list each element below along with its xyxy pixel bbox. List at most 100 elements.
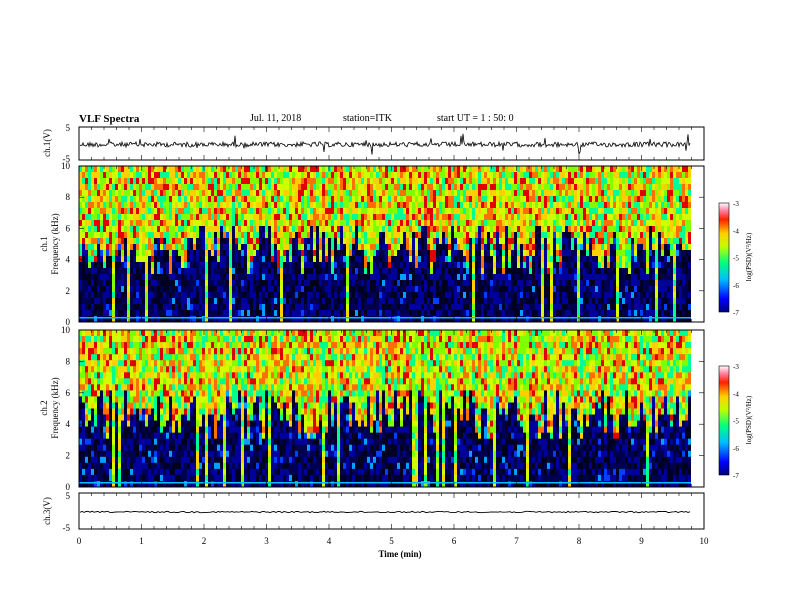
spectrogram-cell bbox=[181, 226, 185, 233]
spectrogram-cell bbox=[502, 202, 506, 209]
spectrogram-cell bbox=[346, 304, 350, 311]
spectrogram-cell bbox=[439, 226, 443, 233]
spectrogram-cell bbox=[346, 292, 350, 299]
spectrogram-cell bbox=[88, 244, 92, 251]
spectrogram-cell bbox=[178, 286, 182, 293]
spectrogram-cell bbox=[544, 316, 548, 323]
spectrogram-cell bbox=[100, 184, 104, 191]
spectrogram-cell bbox=[586, 298, 590, 305]
spectrogram-cell bbox=[331, 274, 335, 281]
spectrogram-cell bbox=[502, 232, 506, 239]
spectrogram-cell bbox=[472, 262, 476, 269]
spectrogram-cell bbox=[226, 256, 230, 263]
spectrogram-cell bbox=[472, 190, 476, 197]
spectrogram-cell bbox=[550, 256, 554, 263]
spectrogram-cell bbox=[97, 292, 101, 299]
spectrogram-cell bbox=[328, 202, 332, 209]
spectrogram-cell bbox=[328, 286, 332, 293]
spectrogram-cell bbox=[190, 250, 194, 257]
spectrogram-cell bbox=[109, 286, 113, 293]
spectrogram-cell bbox=[436, 214, 440, 221]
spectrogram-cell bbox=[580, 232, 584, 239]
spectrogram-cell bbox=[457, 256, 461, 263]
spectrogram-cell bbox=[406, 172, 410, 179]
spectrogram-cell bbox=[145, 244, 149, 251]
spectrogram-cell bbox=[157, 184, 161, 191]
spectrogram-cell bbox=[283, 226, 287, 233]
spectrogram-cell bbox=[364, 316, 368, 323]
spectrogram-cell bbox=[265, 268, 269, 275]
spectrogram-cell bbox=[229, 178, 233, 185]
spectrogram-cell bbox=[307, 316, 311, 323]
spectrogram-cell bbox=[304, 280, 308, 287]
spectrogram-cell bbox=[355, 262, 359, 269]
spectrogram-cell bbox=[337, 250, 341, 257]
spectrogram-cell bbox=[361, 298, 365, 305]
spectrogram-cell bbox=[355, 274, 359, 281]
spectrogram-cell bbox=[196, 178, 200, 185]
spectrogram-cell bbox=[622, 316, 626, 323]
spectrogram-cell bbox=[289, 304, 293, 311]
spectrogram-cell bbox=[145, 298, 149, 305]
spectrogram-cell bbox=[157, 274, 161, 281]
spectrogram-cell bbox=[370, 178, 374, 185]
spectrogram-cell bbox=[253, 292, 257, 299]
spectrogram-cell bbox=[343, 268, 347, 275]
spectrogram-cell bbox=[187, 304, 191, 311]
spectrogram-cell bbox=[184, 190, 188, 197]
spectrogram-cell bbox=[499, 172, 503, 179]
spectrogram-cell bbox=[202, 250, 206, 257]
spectrogram-cell bbox=[442, 280, 446, 287]
spectrogram-cell bbox=[94, 226, 98, 233]
spectrogram-cell bbox=[421, 208, 425, 215]
spectrogram-cell bbox=[577, 232, 581, 239]
spectrogram-cell bbox=[637, 184, 641, 191]
spectrogram-cell bbox=[511, 256, 515, 263]
spectrogram-cell bbox=[322, 286, 326, 293]
spectrogram-cell bbox=[88, 310, 92, 317]
spectrogram-cell bbox=[385, 298, 389, 305]
spectrogram-cell bbox=[193, 292, 197, 299]
spectrogram-cell bbox=[358, 214, 362, 221]
spectrogram-cell bbox=[604, 292, 608, 299]
spectrogram-cell bbox=[397, 178, 401, 185]
spectrogram-cell bbox=[223, 172, 227, 179]
spectrogram-cell bbox=[511, 220, 515, 227]
spectrogram-cell bbox=[445, 208, 449, 215]
spectrogram-cell bbox=[592, 226, 596, 233]
spectrogram-cell bbox=[628, 280, 632, 287]
spectrogram-cell bbox=[124, 274, 128, 281]
spectrogram-cell bbox=[82, 196, 86, 203]
spectrogram-cell bbox=[616, 310, 620, 317]
spectrogram-cell bbox=[475, 232, 479, 239]
spectrogram-cell bbox=[139, 262, 143, 269]
spectrogram-cell bbox=[457, 280, 461, 287]
spectrogram-cell bbox=[337, 214, 341, 221]
spectrogram-cell bbox=[244, 298, 248, 305]
spectrogram-cell bbox=[514, 172, 518, 179]
spectrogram-cell bbox=[133, 232, 137, 239]
spectrogram-cell bbox=[229, 172, 233, 179]
spectrogram-cell bbox=[559, 202, 563, 209]
spectrogram-cell bbox=[163, 280, 167, 287]
spectrogram-cell bbox=[169, 316, 173, 323]
spectrogram-cell bbox=[325, 316, 329, 323]
spectrogram-cell bbox=[439, 274, 443, 281]
spectrogram-cell bbox=[403, 256, 407, 263]
spectrogram-cell bbox=[244, 262, 248, 269]
spectrogram-cell bbox=[229, 166, 233, 173]
spectrogram-cell bbox=[352, 214, 356, 221]
spectrogram-cell bbox=[619, 298, 623, 305]
spectrogram-cell bbox=[289, 262, 293, 269]
spectrogram-cell bbox=[580, 238, 584, 245]
spectrogram-cell bbox=[406, 178, 410, 185]
spectrogram-cell bbox=[520, 226, 524, 233]
spectrogram-cell bbox=[238, 310, 242, 317]
spectrogram-cell bbox=[268, 316, 272, 323]
spectrogram-cell bbox=[595, 298, 599, 305]
spectrogram-cell bbox=[508, 214, 512, 221]
spectrogram-cell bbox=[379, 268, 383, 275]
spectrogram-cell bbox=[400, 244, 404, 251]
spectrogram-cell bbox=[559, 292, 563, 299]
spectrogram-cell bbox=[466, 274, 470, 281]
